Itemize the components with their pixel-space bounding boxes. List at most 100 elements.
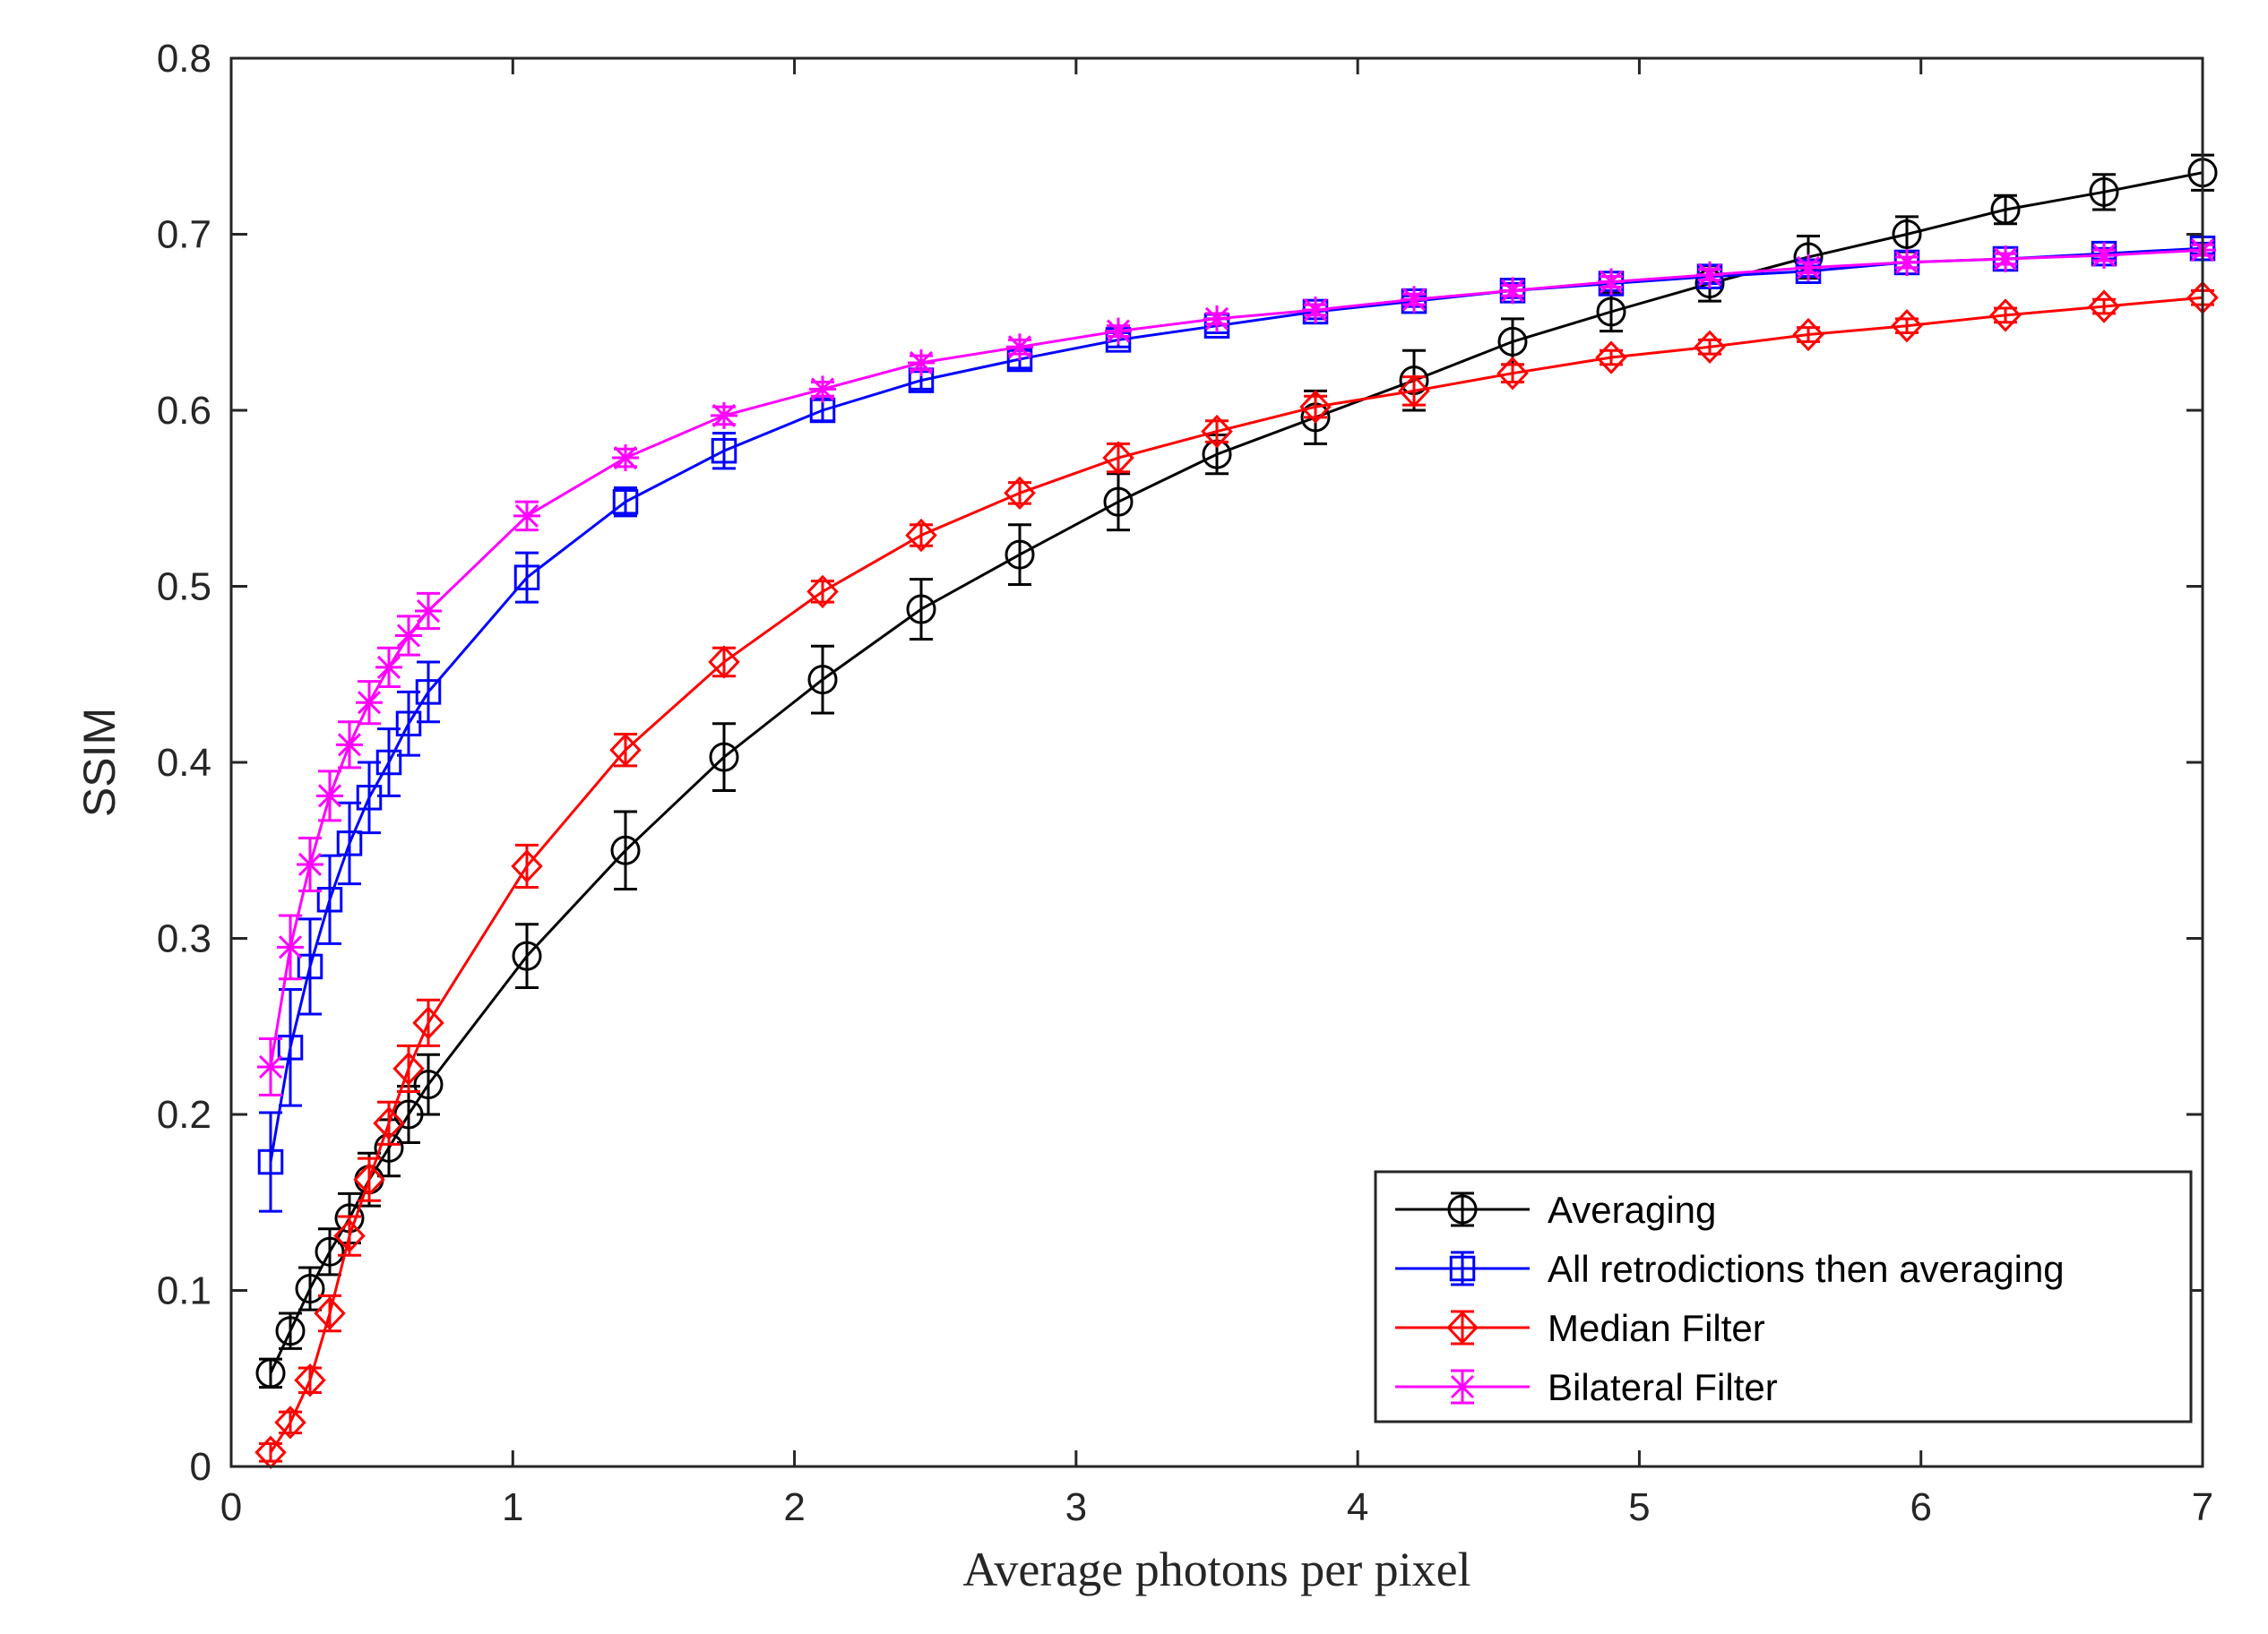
- error-bar: [1205, 419, 1229, 443]
- data-point: [711, 401, 737, 429]
- data-point: [1203, 305, 1230, 332]
- data-point: [513, 502, 540, 529]
- data-point: [413, 1070, 444, 1100]
- data-point: [392, 1052, 425, 1086]
- y-tick-label: 0.2: [157, 1093, 211, 1137]
- legend-marker: [1449, 1255, 1476, 1282]
- data-point: [1201, 414, 1233, 449]
- error-bar: [259, 1111, 282, 1213]
- data-point: [806, 574, 839, 609]
- x-tick-label: 3: [1065, 1485, 1087, 1529]
- data-point: [610, 835, 641, 865]
- data-point: [1893, 248, 1920, 276]
- y-tick-label: 0.1: [157, 1269, 211, 1313]
- data-point: [807, 665, 838, 695]
- error-bar: [614, 810, 637, 890]
- data-point: [1694, 330, 1726, 364]
- y-tick-label: 0.7: [157, 213, 211, 257]
- data-point: [1499, 277, 1526, 305]
- data-point: [1598, 268, 1625, 296]
- legend-marker: [1449, 1373, 1476, 1400]
- legend-entry: All retrodictions then averaging: [1395, 1248, 2065, 1290]
- y-axis-label: SSIM: [74, 708, 125, 817]
- data-point: [373, 1106, 405, 1140]
- data-point: [511, 849, 543, 883]
- data-point: [1497, 326, 1528, 357]
- data-point: [1892, 219, 1922, 249]
- data-point: [314, 1296, 346, 1330]
- data-point: [906, 594, 936, 624]
- y-tick-label: 0.4: [157, 741, 211, 785]
- legend-error-bar: [1451, 1191, 1474, 1227]
- data-point: [609, 733, 642, 767]
- data-point: [333, 1218, 366, 1253]
- error-bar: [1304, 394, 1327, 419]
- data-point: [255, 1358, 286, 1389]
- data-point: [316, 887, 343, 913]
- data-point: [709, 742, 739, 772]
- error-bar: [298, 917, 322, 1016]
- data-point: [1989, 298, 2022, 332]
- error-bar: [515, 923, 539, 990]
- data-point: [1596, 297, 1626, 327]
- data-point: [1990, 194, 2021, 225]
- data-point: [1595, 340, 1627, 374]
- data-point: [2089, 176, 2119, 207]
- plot-series: [254, 153, 2219, 1469]
- data-point: [395, 622, 422, 649]
- data-point: [612, 488, 639, 515]
- data-point: [295, 1274, 325, 1304]
- error-bar: [910, 578, 933, 641]
- data-point: [708, 645, 740, 679]
- data-point: [1102, 441, 1134, 475]
- series-averaging: [255, 153, 2218, 1389]
- data-point: [1496, 357, 1529, 391]
- data-point: [513, 564, 540, 590]
- data-point: [1992, 245, 2019, 273]
- data-point: [908, 348, 935, 376]
- data-point: [1792, 317, 1824, 352]
- data-point: [297, 850, 323, 878]
- y-tick-label: 0.5: [157, 565, 211, 609]
- data-point: [336, 830, 363, 856]
- error-bar: [318, 1227, 341, 1277]
- error-bar: [811, 580, 834, 604]
- error-bar: [1008, 523, 1031, 587]
- data-point: [297, 953, 323, 980]
- error-bar: [417, 1053, 440, 1116]
- y-tick-label: 0.3: [157, 917, 211, 961]
- x-tick-label: 1: [502, 1485, 523, 1529]
- data-point: [1005, 539, 1035, 570]
- legend-label: Bilateral Filter: [1548, 1366, 1778, 1408]
- error-bar: [2092, 173, 2116, 211]
- data-point: [315, 1236, 345, 1267]
- data-point: [2088, 289, 2120, 323]
- data-point: [274, 1406, 306, 1440]
- data-point: [512, 941, 542, 971]
- legend-box: [1374, 1170, 2193, 1423]
- error-bar: [1008, 481, 1031, 505]
- data-point: [316, 782, 343, 810]
- error-bar: [279, 1410, 302, 1435]
- legend-label: Averaging: [1548, 1189, 1716, 1231]
- legend-entry: Bilateral Filter: [1395, 1366, 1778, 1408]
- legend-label: All retrodictions then averaging: [1548, 1248, 2065, 1290]
- data-point: [1004, 476, 1036, 511]
- data-point: [1299, 390, 1332, 424]
- data-point: [415, 679, 442, 705]
- data-point: [1006, 333, 1033, 361]
- y-tick-label: 0.6: [157, 389, 211, 433]
- legend-marker: [1446, 1311, 1479, 1345]
- data-point: [1398, 374, 1430, 408]
- data-point: [612, 444, 639, 472]
- x-tick-label: 7: [2192, 1485, 2213, 1529]
- data-point: [356, 785, 383, 811]
- x-tick-label: 2: [783, 1485, 805, 1529]
- x-tick-label: 6: [1910, 1485, 1931, 1529]
- error-bar: [298, 1366, 322, 1394]
- x-tick-label: 0: [220, 1485, 242, 1529]
- data-point: [395, 710, 422, 737]
- data-point: [711, 437, 737, 464]
- data-point: [1302, 296, 1329, 323]
- data-point: [257, 1053, 284, 1080]
